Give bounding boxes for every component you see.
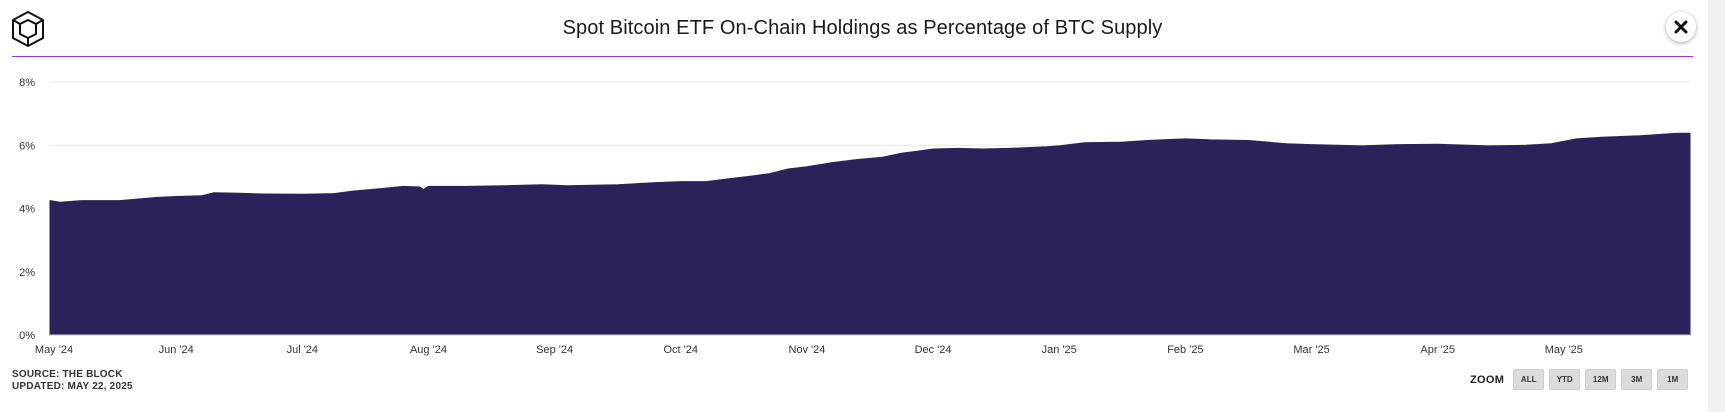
zoom-all-button[interactable]: ALL [1513, 369, 1545, 390]
x-tick-label: Nov '24 [788, 344, 825, 356]
zoom-12m-button[interactable]: 12M [1585, 369, 1617, 390]
x-tick-label: Apr '25 [1420, 344, 1455, 356]
y-tick-label: 0% [19, 330, 35, 342]
x-tick-label: Dec '24 [915, 344, 952, 356]
header-divider [12, 56, 1693, 57]
zoom-3m-button[interactable]: 3M [1621, 369, 1653, 390]
y-tick-label: 8% [19, 77, 35, 89]
area-series [49, 132, 1691, 336]
x-tick-label: Aug '24 [410, 344, 447, 356]
y-tick-label: 4% [19, 204, 35, 216]
close-icon [1674, 20, 1688, 34]
zoom-ytd-button[interactable]: YTD [1549, 369, 1581, 390]
zoom-label: ZOOM [1470, 373, 1505, 386]
zoom-1m-button[interactable]: 1M [1657, 369, 1689, 390]
area-chart: 0% 2% 4% 6% 8% May '24 Jun '24 Jul '24 Aug '24 Se… [19, 77, 1691, 356]
chart-title: Spot Bitcoin ETF On-Chain Holdings as Pe… [562, 17, 1163, 39]
x-tick-label: Oct '24 [664, 344, 699, 356]
source-text: SOURCE: THE BLOCK [12, 369, 123, 380]
source-info: SOURCE: THE BLOCK UPDATED: MAY 22, 2025 [12, 369, 133, 393]
x-tick-label: May '25 [1545, 344, 1583, 356]
close-button[interactable] [1666, 12, 1696, 42]
x-tick-label: Jan '25 [1042, 344, 1077, 356]
x-tick-label: Sep '24 [536, 344, 573, 356]
scrollbar[interactable] [1708, 0, 1725, 412]
x-tick-label: May '24 [35, 344, 73, 356]
x-tick-label: Mar '25 [1293, 344, 1329, 356]
the-block-logo-icon [12, 11, 44, 47]
x-tick-label: Jul '24 [287, 344, 318, 356]
x-tick-label: Jun '24 [159, 344, 194, 356]
y-tick-label: 2% [19, 267, 35, 279]
zoom-controls: ZOOM ALL YTD 12M 3M 1M [1470, 369, 1689, 390]
updated-text: UPDATED: MAY 22, 2025 [12, 381, 133, 392]
x-tick-label: Feb '25 [1167, 344, 1203, 356]
y-tick-label: 6% [19, 140, 35, 152]
